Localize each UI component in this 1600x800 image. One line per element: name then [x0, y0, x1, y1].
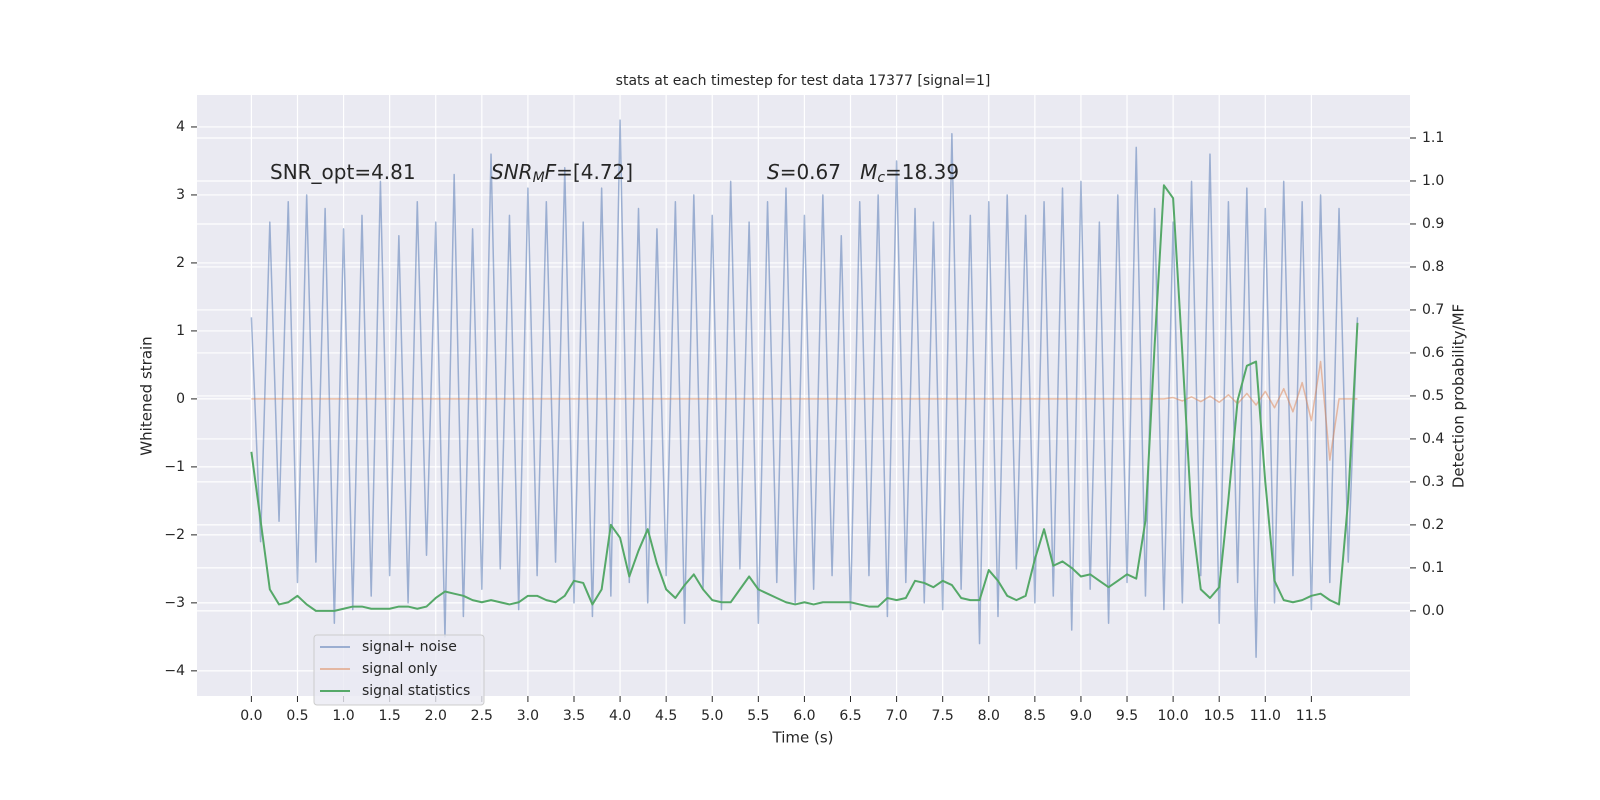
- y2-tick-label: 0.4: [1422, 431, 1444, 447]
- x-tick-label: 0.0: [240, 708, 262, 724]
- y-tick-label: 2: [176, 255, 185, 271]
- annotation-part: S: [767, 160, 780, 184]
- legend-box: [313, 634, 485, 706]
- y-tick-label: 1: [176, 323, 185, 339]
- y-tick-label: 4: [176, 119, 185, 135]
- ticks: 0.0 0.5 1.0 1.5 2.0 2.5 3.0 3.5 4.0 4.5 5.0 5.5 6.0 6…: [164, 119, 1444, 724]
- x-tick-label: 11.0: [1250, 708, 1281, 724]
- x-tick-label: 10.5: [1204, 708, 1235, 724]
- annotation-part: SNR_opt=4.81: [270, 160, 416, 184]
- y2-tick-label: 0.0: [1422, 603, 1444, 619]
- series-line: [250, 184, 1359, 612]
- series-line: [251, 360, 1358, 461]
- y2-tick-label: 0.3: [1422, 474, 1444, 490]
- annotation-part: =18.39: [885, 160, 959, 184]
- marks: [250, 119, 1359, 658]
- x-axis-label: Time (s): [772, 729, 834, 747]
- annotation: SNRMF=[4.72]: [491, 160, 633, 187]
- legend-label: signal only: [362, 661, 437, 677]
- x-tick-label: 7.5: [932, 708, 954, 724]
- legend-label: signal statistics: [362, 683, 470, 699]
- y-tick-label: −4: [164, 663, 185, 679]
- annotation-part: SNR: [491, 160, 533, 184]
- x-tick-label: 2.0: [425, 708, 447, 724]
- y2-tick-label: 0.9: [1422, 216, 1444, 232]
- y2-tick-label: 0.2: [1422, 517, 1444, 533]
- annotation-part: c: [877, 170, 885, 186]
- y2-tick-label: 0.8: [1422, 259, 1444, 275]
- x-tick-label: 6.5: [839, 708, 861, 724]
- x-tick-label: 6.0: [793, 708, 815, 724]
- y2-tick-label: 1.0: [1422, 173, 1444, 189]
- x-tick-label: 0.5: [286, 708, 308, 724]
- y2-tick-label: 0.1: [1422, 560, 1444, 576]
- x-tick-label: 3.0: [517, 708, 539, 724]
- x-tick-label: 5.0: [701, 708, 723, 724]
- annotation-part: =[4.72]: [556, 160, 633, 184]
- y2-tick-label: 0.6: [1422, 345, 1444, 361]
- x-tick-label: 2.5: [471, 708, 493, 724]
- x-tick-label: 8.0: [978, 708, 1000, 724]
- annotations: SNR_opt=4.81 SNRMF=[4.72] S=0.67 Mc=18.39: [270, 160, 959, 187]
- annotation-part: =0.67: [780, 160, 860, 184]
- x-tick-label: 11.5: [1296, 708, 1327, 724]
- legend: signal+ noise signal only signal statistic…: [313, 634, 485, 706]
- x-tick-label: 4.0: [609, 708, 631, 724]
- x-tick-label: 9.0: [1070, 708, 1092, 724]
- y2-tick-label: 0.7: [1422, 302, 1444, 318]
- annotation-part: M: [860, 160, 877, 184]
- y-axis-label: Whitened strain: [138, 336, 156, 455]
- legend-label: signal+ noise: [362, 639, 457, 655]
- annotation: SNR_opt=4.81: [270, 160, 416, 184]
- x-tick-label: 9.5: [1116, 708, 1138, 724]
- y-tick-label: −1: [164, 459, 185, 475]
- x-tick-label: 3.5: [563, 708, 585, 724]
- chart-title: stats at each timestep for test data 173…: [616, 73, 991, 89]
- annotation-part: F: [545, 160, 557, 184]
- y-tick-label: −2: [164, 527, 185, 543]
- y2-tick-label: 0.5: [1422, 388, 1444, 404]
- annotation: S=0.67 Mc=18.39: [767, 160, 959, 187]
- y2-axis-label: Detection probability/MF: [1450, 304, 1468, 488]
- x-tick-label: 1.5: [379, 708, 401, 724]
- series-line: [250, 119, 1359, 658]
- y2-tick-label: 1.1: [1422, 130, 1444, 146]
- x-tick-label: 10.0: [1158, 708, 1189, 724]
- y-tick-label: −3: [164, 595, 185, 611]
- x-tick-label: 4.5: [655, 708, 677, 724]
- x-tick-label: 8.5: [1024, 708, 1046, 724]
- x-tick-label: 5.5: [747, 708, 769, 724]
- y-tick-label: 0: [176, 391, 185, 407]
- x-tick-label: 1.0: [332, 708, 354, 724]
- y-tick-label: 3: [176, 187, 185, 203]
- x-tick-label: 7.0: [885, 708, 907, 724]
- annotation-part: M: [533, 170, 545, 186]
